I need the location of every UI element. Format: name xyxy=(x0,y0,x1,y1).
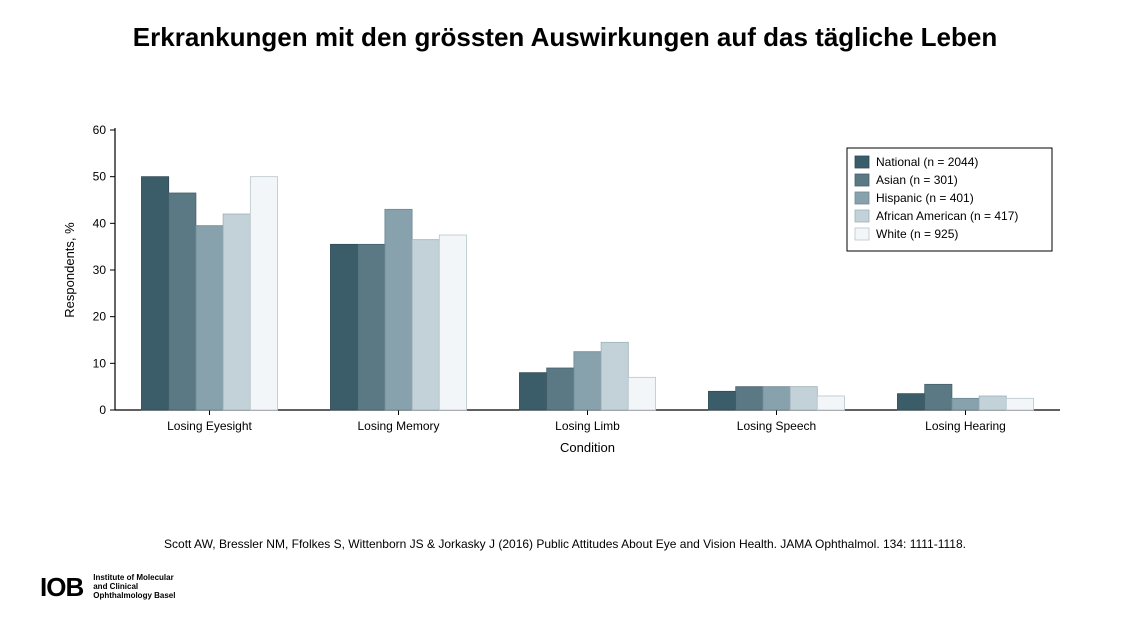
legend-label: African American (n = 417) xyxy=(876,209,1018,223)
svg-text:Losing Speech: Losing Speech xyxy=(737,419,816,433)
bar xyxy=(385,209,412,410)
bar xyxy=(196,226,223,410)
bar xyxy=(708,391,735,410)
svg-text:60: 60 xyxy=(93,123,107,137)
svg-text:40: 40 xyxy=(93,216,107,230)
page-title: Erkrankungen mit den grössten Auswirkung… xyxy=(0,22,1130,53)
logo-line-3: Ophthalmology Basel xyxy=(93,592,175,601)
logo-mark: IOB xyxy=(40,572,83,603)
bar xyxy=(439,235,466,410)
bar xyxy=(330,244,357,410)
slide-root: Erkrankungen mit den grössten Auswirkung… xyxy=(0,0,1130,621)
svg-text:30: 30 xyxy=(93,263,107,277)
svg-text:50: 50 xyxy=(93,170,107,184)
svg-text:10: 10 xyxy=(93,356,107,370)
bar xyxy=(223,214,250,410)
svg-text:0: 0 xyxy=(99,403,106,417)
bar xyxy=(628,377,655,410)
bar xyxy=(736,387,763,410)
svg-text:Respondents, %: Respondents, % xyxy=(62,222,77,318)
bar xyxy=(817,396,844,410)
bar xyxy=(358,244,385,410)
bar xyxy=(169,193,196,410)
svg-text:Losing Eyesight: Losing Eyesight xyxy=(167,419,252,433)
bar xyxy=(979,396,1006,410)
bar xyxy=(897,394,924,410)
legend-label: Asian (n = 301) xyxy=(876,173,958,187)
bar xyxy=(763,387,790,410)
svg-text:Losing Hearing: Losing Hearing xyxy=(925,419,1006,433)
svg-text:20: 20 xyxy=(93,310,107,324)
svg-text:Losing Memory: Losing Memory xyxy=(357,419,439,433)
legend-swatch xyxy=(855,174,869,186)
legend-label: White (n = 925) xyxy=(876,227,958,241)
bar xyxy=(574,352,601,410)
bar xyxy=(547,368,574,410)
legend-label: Hispanic (n = 401) xyxy=(876,191,974,205)
legend-swatch xyxy=(855,210,869,222)
bar xyxy=(952,398,979,410)
bar xyxy=(790,387,817,410)
bar xyxy=(519,373,546,410)
bar xyxy=(925,384,952,410)
logo-text: Institute of Molecular and Clinical Opht… xyxy=(93,574,175,600)
legend-label: National (n = 2044) xyxy=(876,155,978,169)
legend-swatch xyxy=(855,228,869,240)
citation-text: Scott AW, Bressler NM, Ffolkes S, Witten… xyxy=(0,537,1130,551)
legend-swatch xyxy=(855,192,869,204)
bar xyxy=(250,177,277,410)
bar-chart: 0 10 20 30 40 50 60 Respondents, % Losing Eyesig… xyxy=(60,120,1070,460)
bar xyxy=(1006,398,1033,410)
svg-text:Losing Limb: Losing Limb xyxy=(555,419,620,433)
bar xyxy=(601,342,628,410)
bar xyxy=(412,240,439,410)
bar xyxy=(141,177,168,410)
svg-text:Condition: Condition xyxy=(560,440,615,455)
footer: IOB Institute of Molecular and Clinical … xyxy=(40,572,175,603)
legend-swatch xyxy=(855,156,869,168)
